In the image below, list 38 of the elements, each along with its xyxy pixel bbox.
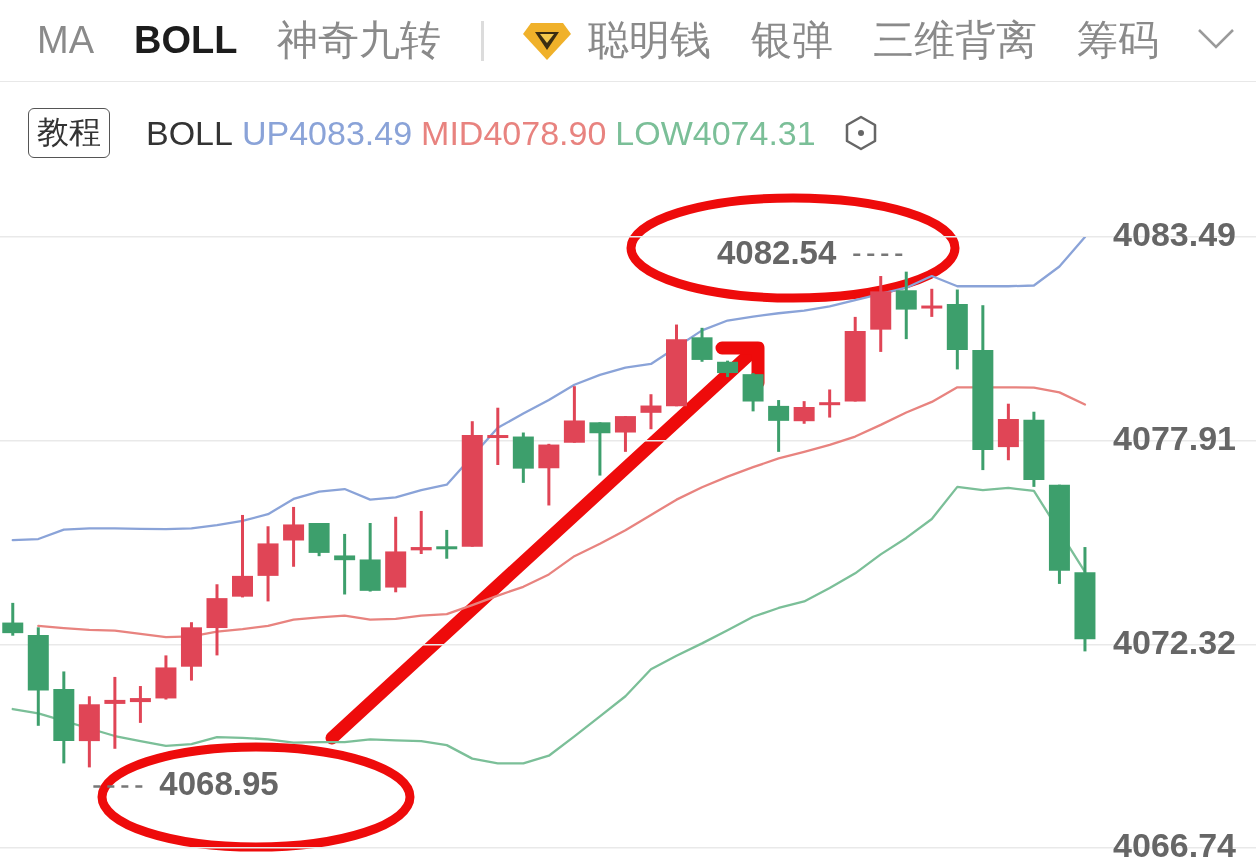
candlestick [921, 287, 943, 317]
candlestick [614, 416, 636, 452]
candlestick [410, 509, 432, 554]
y-tick-label: 4066.74 [1113, 826, 1237, 864]
text: 神奇九转 [277, 15, 442, 64]
candlestick [2, 601, 24, 636]
annotation: 4068.95 [159, 765, 279, 803]
candlestick [283, 505, 305, 567]
y-tick-label: 4077.91 [1113, 418, 1236, 457]
text: UP4083.49 [241, 113, 413, 153]
candlestick [768, 400, 790, 452]
candlestick [895, 271, 917, 341]
candlestick [589, 422, 611, 476]
text: MA [37, 18, 94, 62]
candlestick [104, 675, 126, 749]
text: 银弹 [751, 15, 834, 64]
text: BOLL [134, 18, 238, 62]
candlestick [691, 326, 713, 362]
candlestick [538, 442, 560, 506]
y-tick-label: 4083.49 [1113, 215, 1236, 254]
annotation: 4082.54 [716, 233, 837, 271]
candlestick [563, 386, 585, 443]
candlestick [793, 401, 815, 424]
text: 聪明钱 [588, 15, 712, 64]
candlestick [487, 407, 509, 465]
tutorial-button: 教程 [28, 108, 110, 158]
legend-title: BOLL [146, 113, 233, 153]
candlestick [640, 394, 662, 431]
candlestick [436, 528, 458, 559]
text: 三维背离 [873, 15, 1038, 64]
text: LOW4074.31 [615, 113, 816, 153]
candlestick [129, 686, 151, 723]
candlestick [232, 513, 254, 598]
text: MID4078.90 [421, 113, 607, 153]
text: 筹码 [1077, 15, 1160, 64]
candlestick [819, 389, 841, 418]
candlestick [334, 532, 356, 595]
y-tick-label: 4072.32 [1113, 622, 1236, 661]
